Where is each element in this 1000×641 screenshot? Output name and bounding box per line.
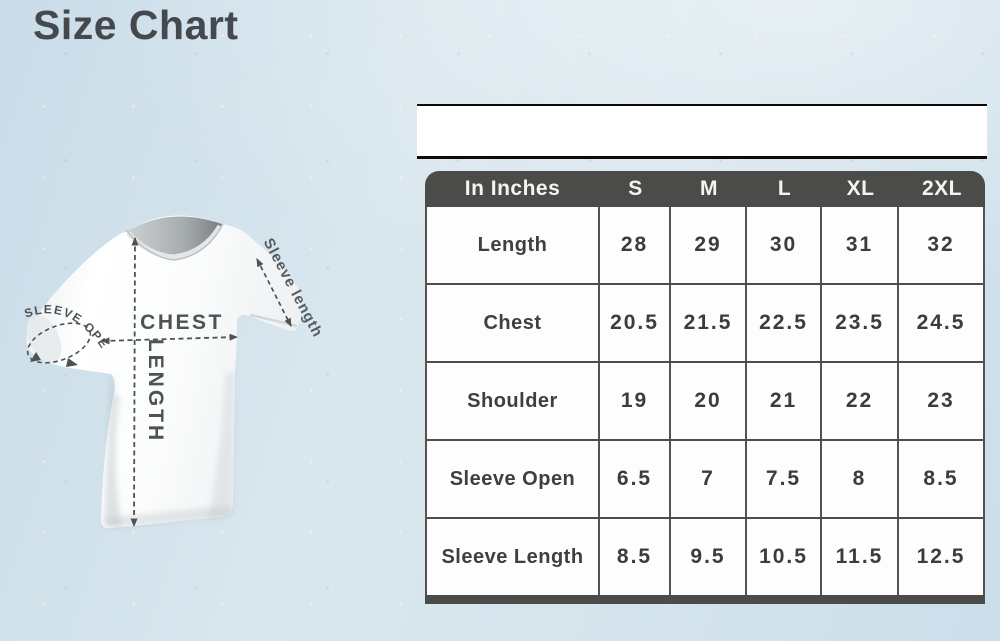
cell-value: 23.5 bbox=[822, 285, 899, 361]
cell-value: 32 bbox=[927, 233, 955, 256]
cell-value: 31 bbox=[822, 207, 899, 283]
body-shadow-left bbox=[104, 374, 122, 527]
cell-value: 21 bbox=[747, 363, 822, 439]
body-shadow-right bbox=[208, 371, 235, 519]
cell-value: 28 bbox=[600, 207, 671, 283]
cell-value: 11.5 bbox=[822, 519, 899, 595]
cell-value: 20 bbox=[671, 363, 747, 439]
table-row: Sleeve Length 8.5 9.5 10.5 11.5 12.5 bbox=[427, 519, 983, 595]
row-label: Length bbox=[427, 207, 600, 283]
cell-value: 20.5 bbox=[600, 285, 671, 361]
header-cell-xl: XL bbox=[846, 177, 875, 200]
cell-value: 8.5 bbox=[923, 467, 959, 490]
sleeve-open-arrow-left bbox=[30, 352, 41, 362]
table-bottom-bar bbox=[425, 595, 985, 604]
cell-value: 8.5 bbox=[600, 519, 671, 595]
sleeve-open-arrow-right bbox=[66, 358, 78, 367]
row-label: Sleeve Length bbox=[427, 519, 600, 595]
chest-arrow bbox=[101, 333, 238, 345]
blank-white-box bbox=[417, 104, 987, 159]
collar-band-edge bbox=[125, 223, 224, 261]
header-cell-2xl: 2XL bbox=[921, 177, 962, 200]
cell-value: 30 bbox=[747, 207, 822, 283]
cell-value: 8 bbox=[822, 441, 899, 517]
cell-value: 12.5 bbox=[916, 545, 966, 568]
row-label: Shoulder bbox=[427, 363, 600, 439]
cell-value: 23 bbox=[927, 389, 955, 412]
table-row: Chest 20.5 21.5 22.5 23.5 24.5 bbox=[427, 285, 983, 363]
length-label: LENGTH bbox=[144, 339, 167, 443]
header-cell-l: L bbox=[777, 177, 792, 200]
size-table-body: Length 28 29 30 31 32 Chest 20.5 21.5 22.5 23.5 24.… bbox=[425, 207, 985, 595]
cell-value: 6.5 bbox=[600, 441, 671, 517]
cell-value: 29 bbox=[671, 207, 747, 283]
row-label: Chest bbox=[427, 285, 600, 361]
length-annotation: LENGTH bbox=[130, 237, 167, 527]
chest-label: CHEST bbox=[140, 311, 224, 334]
header-cell-s: S bbox=[628, 177, 643, 200]
cell-value: 22 bbox=[822, 363, 899, 439]
table-row: Sleeve Open 6.5 7 7.5 8 8.5 bbox=[427, 441, 983, 519]
length-arrow bbox=[130, 237, 139, 527]
cell-value: 7.5 bbox=[747, 441, 822, 517]
cell-value: 7 bbox=[671, 441, 747, 517]
tshirt-illustration: LENGTH CHEST Sleeve length SLEEVE OPEN bbox=[8, 186, 326, 529]
table-header: In Inches S M L XL 2XL bbox=[425, 171, 985, 207]
page-title: Size Chart bbox=[33, 2, 239, 48]
cell-value: 10.5 bbox=[747, 519, 822, 595]
cell-value: 9.5 bbox=[671, 519, 747, 595]
row-label: Sleeve Open bbox=[427, 441, 600, 517]
header-cell-m: M bbox=[700, 177, 718, 200]
cell-value: 22.5 bbox=[747, 285, 822, 361]
header-cell-in-inches: In Inches bbox=[464, 177, 561, 200]
table-row: Shoulder 19 20 21 22 23 bbox=[427, 363, 983, 441]
table-row: Length 28 29 30 31 32 bbox=[427, 207, 983, 285]
cell-value: 21.5 bbox=[671, 285, 747, 361]
cell-value: 19 bbox=[600, 363, 671, 439]
cell-value: 24.5 bbox=[916, 311, 966, 334]
size-table: In Inches S M L XL 2XL Length 28 29 30 31 32 C… bbox=[425, 171, 985, 604]
chest-annotation: CHEST bbox=[101, 311, 238, 345]
sleeve-open-ellipse bbox=[26, 322, 92, 364]
